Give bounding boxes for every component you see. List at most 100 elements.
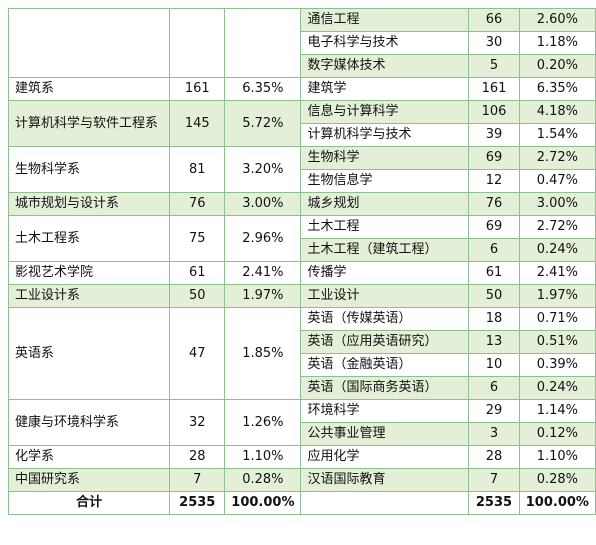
table-row: 计算机科学与技术 39 1.54% bbox=[9, 123, 596, 147]
dept-count-cell: 28 bbox=[169, 445, 226, 469]
major-cell: 英语（金融英语） bbox=[300, 353, 470, 377]
table-row: 城市规划与设计系 76 3.00% 城乡规划 76 3.00% bbox=[7, 192, 596, 216]
dept-count-cell: 161 bbox=[169, 77, 226, 101]
major-cell: 数字媒体技术 bbox=[300, 54, 470, 78]
total-dept-pct: 100.00% bbox=[224, 491, 302, 515]
dept-pct-cell: 5.72% bbox=[224, 100, 302, 147]
table-row: 健康与环境科学系 32 1.26% 环境科学 29 1.14% bbox=[7, 399, 596, 446]
major-pct-cell: 0.47% bbox=[518, 169, 596, 193]
major-pct-cell: 0.71% bbox=[518, 307, 596, 331]
major-count-cell: 39 bbox=[468, 123, 520, 147]
dept-count-cell: 61 bbox=[169, 261, 226, 285]
table-row: 生物信息学 12 0.47% bbox=[9, 169, 596, 193]
dept-count-cell bbox=[169, 8, 226, 78]
major-count-cell: 106 bbox=[468, 100, 520, 124]
dept-cell: 英语系 bbox=[7, 307, 171, 400]
major-pct-cell: 0.24% bbox=[518, 238, 596, 262]
major-count-cell: 13 bbox=[468, 330, 520, 354]
total-empty-cell bbox=[300, 491, 470, 515]
major-cell: 电子科学与技术 bbox=[300, 31, 470, 55]
major-count-cell: 6 bbox=[468, 238, 520, 262]
dept-cell: 城市规划与设计系 bbox=[7, 192, 171, 216]
major-cell: 生物信息学 bbox=[300, 169, 470, 193]
dept-cell: 化学系 bbox=[7, 445, 171, 469]
table-row: 工业设计系 50 1.97% 工业设计 50 1.97% bbox=[7, 284, 596, 308]
major-count-cell: 61 bbox=[468, 261, 520, 285]
dept-cell: 中国研究系 bbox=[7, 468, 171, 492]
major-cell: 汉语国际教育 bbox=[300, 468, 470, 492]
dept-cell: 工业设计系 bbox=[7, 284, 171, 308]
dept-pct-cell: 0.28% bbox=[224, 468, 302, 492]
major-cell: 土木工程 bbox=[300, 215, 470, 239]
major-count-cell: 12 bbox=[468, 169, 520, 193]
major-pct-cell: 0.12% bbox=[518, 422, 596, 446]
table-row: 通信工程 66 2.60% bbox=[7, 8, 596, 78]
total-major-pct: 100.00% bbox=[518, 491, 596, 515]
dept-pct-cell: 1.97% bbox=[224, 284, 302, 308]
total-row: 合计 2535 100.00% 2535 100.00% bbox=[7, 491, 596, 515]
major-count-cell: 161 bbox=[468, 77, 520, 101]
major-pct-cell: 2.41% bbox=[518, 261, 596, 285]
major-cell: 英语（传媒英语） bbox=[300, 307, 470, 331]
major-count-cell: 69 bbox=[468, 146, 520, 170]
major-cell: 工业设计 bbox=[300, 284, 470, 308]
major-pct-cell: 0.28% bbox=[518, 468, 596, 492]
dept-count-cell: 7 bbox=[169, 468, 226, 492]
major-pct-cell: 2.72% bbox=[518, 215, 596, 239]
table-row: 中国研究系 7 0.28% 汉语国际教育 7 0.28% bbox=[7, 468, 596, 492]
major-cell: 英语（应用英语研究） bbox=[300, 330, 470, 354]
major-cell: 公共事业管理 bbox=[300, 422, 470, 446]
table-row: 土木工程系 75 2.96% 土木工程 69 2.72% bbox=[7, 215, 596, 262]
major-count-cell: 7 bbox=[468, 468, 520, 492]
table-row: 英语（应用英语研究） 13 0.51% bbox=[9, 330, 596, 354]
major-pct-cell: 1.14% bbox=[518, 399, 596, 423]
table-row: 土木工程（建筑工程） 6 0.24% bbox=[9, 238, 596, 262]
dept-count-cell: 47 bbox=[169, 307, 226, 400]
major-count-cell: 6 bbox=[468, 376, 520, 400]
dept-cell bbox=[7, 8, 171, 78]
dept-cell: 土木工程系 bbox=[7, 215, 171, 262]
table-row: 英语（金融英语） 10 0.39% bbox=[9, 353, 596, 377]
major-pct-cell: 0.39% bbox=[518, 353, 596, 377]
major-pct-cell: 2.72% bbox=[518, 146, 596, 170]
major-cell: 信息与计算科学 bbox=[300, 100, 470, 124]
major-count-cell: 29 bbox=[468, 399, 520, 423]
table-row: 公共事业管理 3 0.12% bbox=[9, 422, 596, 446]
major-cell: 环境科学 bbox=[300, 399, 470, 423]
dept-pct-cell bbox=[224, 8, 302, 78]
dept-pct-cell: 1.26% bbox=[224, 399, 302, 446]
dept-count-cell: 32 bbox=[169, 399, 226, 446]
major-count-cell: 50 bbox=[468, 284, 520, 308]
dept-count-cell: 81 bbox=[169, 146, 226, 193]
major-count-cell: 18 bbox=[468, 307, 520, 331]
major-cell: 计算机科学与技术 bbox=[300, 123, 470, 147]
major-count-cell: 3 bbox=[468, 422, 520, 446]
major-cell: 传播学 bbox=[300, 261, 470, 285]
major-pct-cell: 0.20% bbox=[518, 54, 596, 78]
major-count-cell: 76 bbox=[468, 192, 520, 216]
dept-cell: 影视艺术学院 bbox=[7, 261, 171, 285]
major-cell: 生物科学 bbox=[300, 146, 470, 170]
dept-count-cell: 50 bbox=[169, 284, 226, 308]
major-count-cell: 30 bbox=[468, 31, 520, 55]
major-pct-cell: 4.18% bbox=[518, 100, 596, 124]
major-cell: 土木工程（建筑工程） bbox=[300, 238, 470, 262]
dept-cell: 建筑系 bbox=[7, 77, 171, 101]
major-pct-cell: 3.00% bbox=[518, 192, 596, 216]
major-count-cell: 28 bbox=[468, 445, 520, 469]
major-pct-cell: 1.10% bbox=[518, 445, 596, 469]
dept-pct-cell: 3.00% bbox=[224, 192, 302, 216]
table-row: 电子科学与技术 30 1.18% bbox=[9, 31, 596, 55]
major-count-cell: 10 bbox=[468, 353, 520, 377]
major-cell: 建筑学 bbox=[300, 77, 470, 101]
dept-cell: 生物科学系 bbox=[7, 146, 171, 193]
table-row: 英语系 47 1.85% 英语（传媒英语） 18 0.71% bbox=[7, 307, 596, 400]
total-dept-count: 2535 bbox=[169, 491, 226, 515]
dept-pct-cell: 1.85% bbox=[224, 307, 302, 400]
dept-pct-cell: 6.35% bbox=[224, 77, 302, 101]
table-row: 计算机科学与软件工程系 145 5.72% 信息与计算科学 106 4.18% bbox=[7, 100, 596, 147]
dept-count-cell: 76 bbox=[169, 192, 226, 216]
dept-pct-cell: 3.20% bbox=[224, 146, 302, 193]
total-label: 合计 bbox=[7, 491, 171, 515]
employment-table: 通信工程 66 2.60% 电子科学与技术 30 1.18% 数字媒体技术 5 … bbox=[7, 8, 596, 515]
